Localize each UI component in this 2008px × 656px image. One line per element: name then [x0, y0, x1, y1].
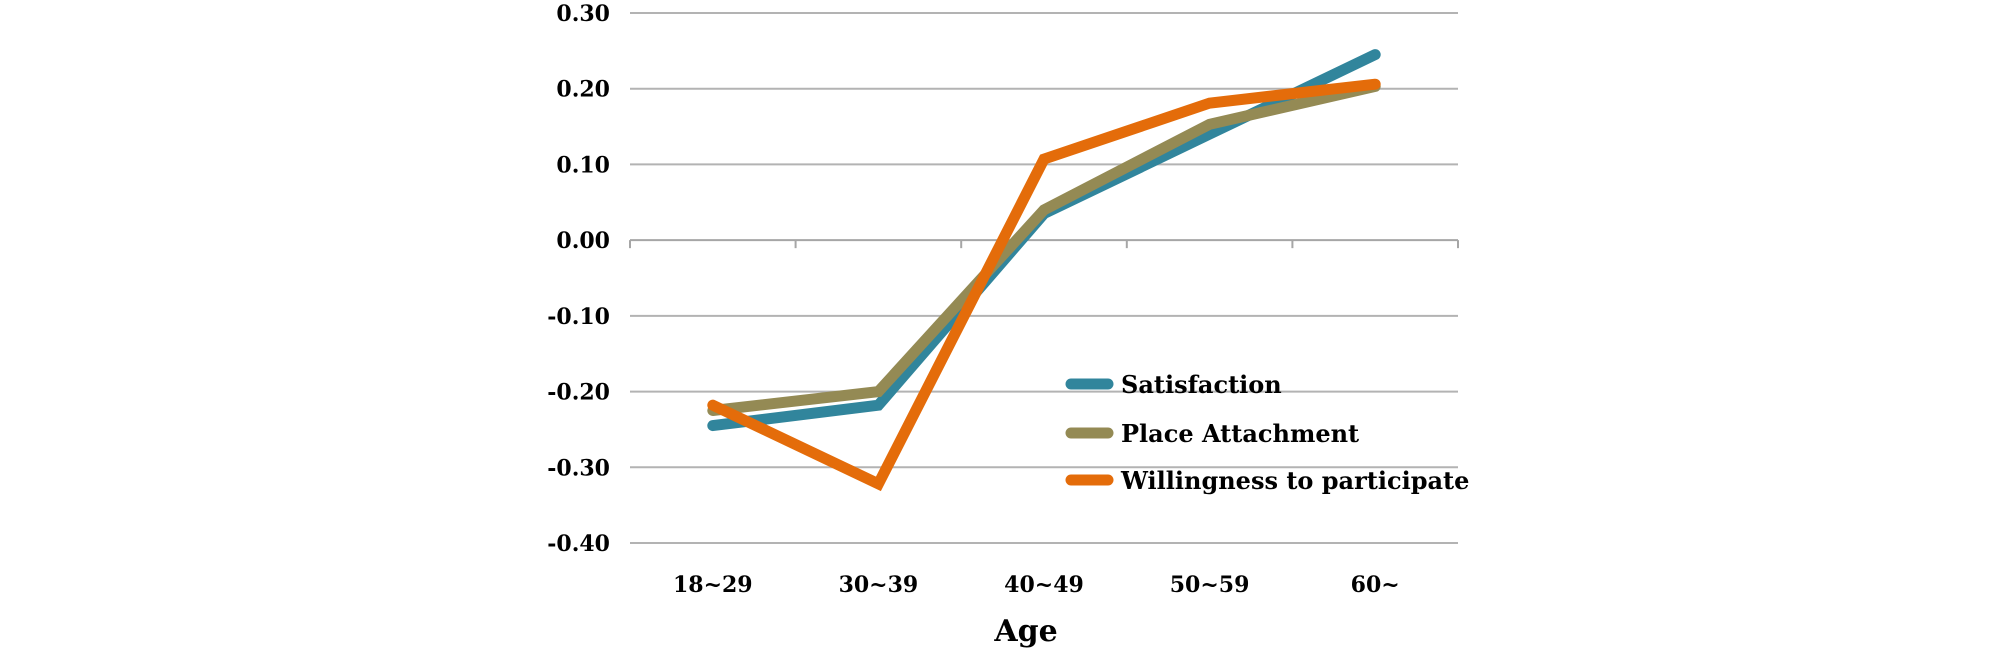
y-tick-label: 0.30	[556, 1, 610, 27]
legend-label: Satisfaction	[1121, 370, 1282, 399]
legend-label: Place Attachment	[1121, 419, 1359, 448]
x-tick-label: 40~49	[1004, 572, 1084, 598]
y-tick-label: 0.00	[556, 228, 610, 254]
y-tick-label: -0.10	[547, 304, 610, 330]
series-line-place-attachment	[707, 80, 1381, 416]
legend-label: Willingness to participate	[1120, 466, 1469, 495]
x-tick-label: 50~59	[1170, 572, 1250, 598]
y-tick-label: -0.40	[547, 531, 610, 557]
x-tick-label: 18~29	[673, 572, 753, 598]
y-tick-label: 0.10	[556, 152, 610, 178]
y-axis-tick-labels: 0.30 0.20 0.10 0.00 -0.10 -0.20 -0.30 -0.40	[547, 1, 610, 557]
y-tick-label: 0.20	[556, 77, 610, 103]
series-lines	[707, 49, 1381, 492]
x-axis-title: Age	[993, 614, 1057, 649]
x-tick-label: 60~	[1351, 572, 1400, 598]
y-tick-label: -0.30	[547, 455, 610, 481]
x-axis	[629, 239, 1459, 249]
legend: Satisfaction Place Attachment Willingness …	[1065, 370, 1469, 495]
x-axis-tick-labels: 18~29 30~39 40~49 50~59 60~	[673, 572, 1400, 598]
x-tick-label: 30~39	[839, 572, 919, 598]
y-tick-label: -0.20	[547, 380, 610, 406]
